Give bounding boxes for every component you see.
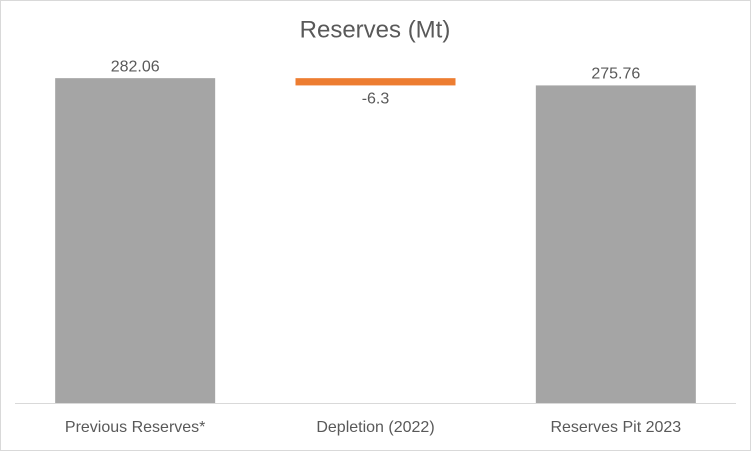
data-label: -6.3 [362,91,390,108]
x-tick-label: Previous Reserves* [65,419,206,436]
chart-title: Reserves (Mt) [300,16,451,43]
bar [295,78,456,86]
bar [55,78,216,404]
x-tick-label: Depletion (2022) [316,419,434,436]
data-label: 275.76 [591,66,640,83]
x-tick-label: Reserves Pit 2023 [550,419,681,436]
data-label: 282.06 [111,58,160,75]
bar [535,85,696,404]
